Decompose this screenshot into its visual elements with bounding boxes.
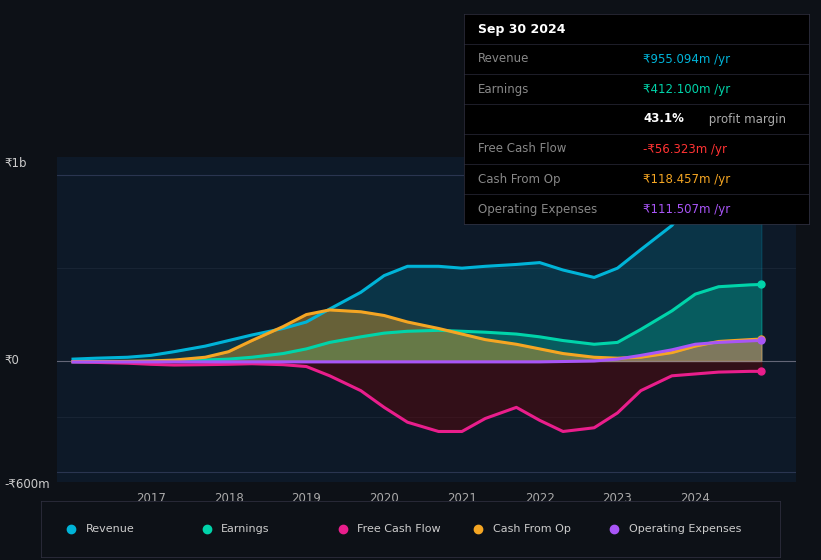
Text: -₹56.323m /yr: -₹56.323m /yr bbox=[643, 142, 727, 156]
Text: ₹118.457m /yr: ₹118.457m /yr bbox=[643, 172, 731, 185]
Text: Cash From Op: Cash From Op bbox=[478, 172, 560, 185]
Text: Earnings: Earnings bbox=[222, 524, 270, 534]
Text: profit margin: profit margin bbox=[705, 113, 787, 125]
Text: ₹111.507m /yr: ₹111.507m /yr bbox=[643, 203, 731, 216]
Text: Revenue: Revenue bbox=[478, 53, 529, 66]
Text: Revenue: Revenue bbox=[85, 524, 134, 534]
Text: ₹955.094m /yr: ₹955.094m /yr bbox=[643, 53, 731, 66]
Text: Operating Expenses: Operating Expenses bbox=[629, 524, 741, 534]
Text: Free Cash Flow: Free Cash Flow bbox=[478, 142, 566, 156]
Text: Earnings: Earnings bbox=[478, 82, 529, 96]
Text: ₹1b: ₹1b bbox=[4, 157, 26, 170]
Text: Operating Expenses: Operating Expenses bbox=[478, 203, 597, 216]
Text: Sep 30 2024: Sep 30 2024 bbox=[478, 22, 565, 35]
Text: Free Cash Flow: Free Cash Flow bbox=[357, 524, 441, 534]
Text: 43.1%: 43.1% bbox=[643, 113, 684, 125]
Text: -₹600m: -₹600m bbox=[4, 478, 50, 491]
Text: Cash From Op: Cash From Op bbox=[493, 524, 571, 534]
Text: ₹412.100m /yr: ₹412.100m /yr bbox=[643, 82, 731, 96]
Text: ₹0: ₹0 bbox=[4, 354, 19, 367]
